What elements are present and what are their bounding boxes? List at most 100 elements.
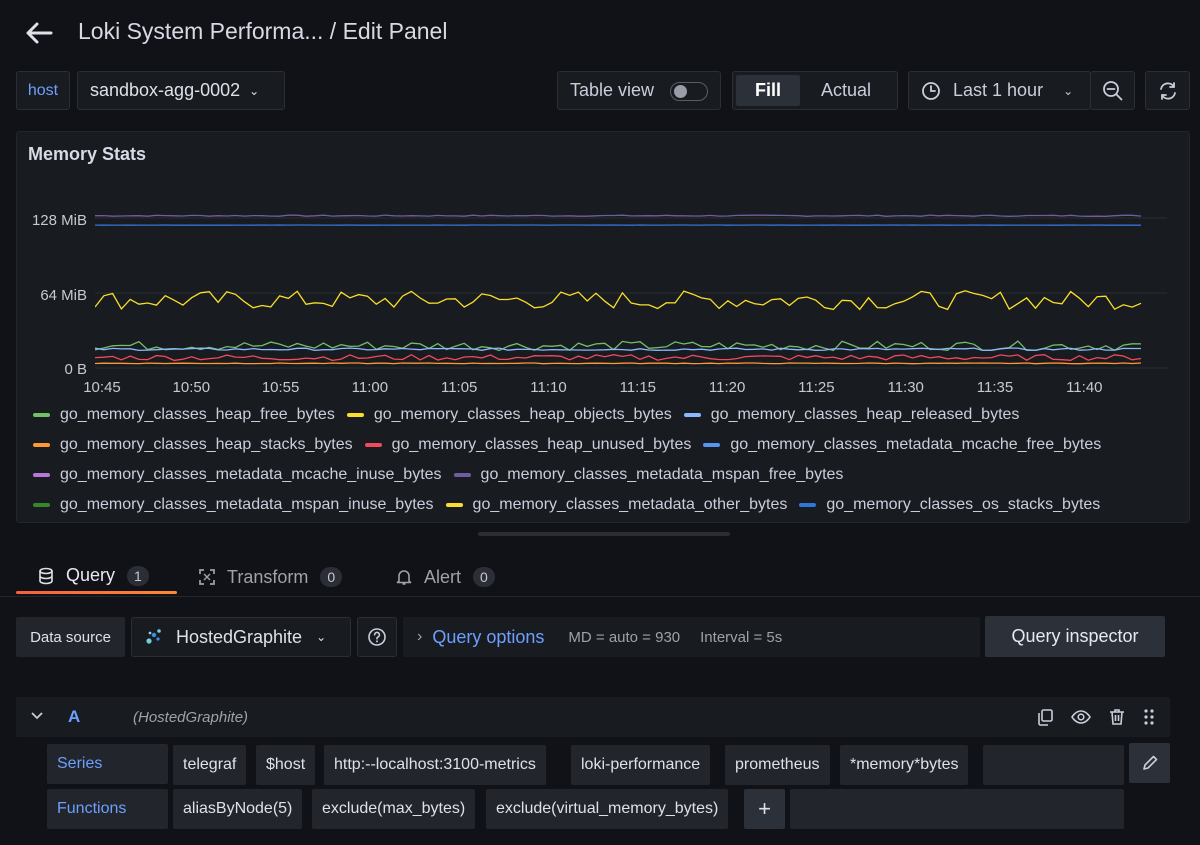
series-segment-add[interactable] bbox=[983, 745, 1124, 785]
host-variable-label: host bbox=[16, 71, 70, 110]
fill-actual-radio-group: Fill Actual bbox=[732, 71, 898, 110]
add-function-button[interactable]: + bbox=[744, 789, 785, 829]
legend-item[interactable]: go_memory_classes_os_stacks_bytes bbox=[799, 496, 1100, 514]
y-tick-label: 0 B bbox=[64, 361, 87, 378]
tab-transform-label: Transform bbox=[227, 566, 309, 587]
query-row-datasource: (HostedGraphite) bbox=[133, 709, 249, 726]
series-segment[interactable]: $host bbox=[256, 745, 316, 785]
function-segment[interactable]: exclude(virtual_memory_bytes) bbox=[486, 789, 729, 829]
data-source-select[interactable]: HostedGraphite ⌄ bbox=[131, 617, 351, 657]
series-segment[interactable]: *memory*bytes bbox=[840, 745, 969, 785]
legend-item[interactable]: go_memory_classes_heap_objects_bytes bbox=[346, 406, 672, 424]
legend-row: go_memory_classes_metadata_mspan_inuse_b… bbox=[33, 496, 1112, 514]
series-line bbox=[95, 347, 1141, 352]
pane-resize-handle[interactable] bbox=[478, 532, 730, 536]
table-view-toggle[interactable]: Table view bbox=[557, 71, 721, 110]
refresh-icon bbox=[1159, 81, 1176, 100]
copy-icon bbox=[1038, 709, 1053, 726]
chevron-down-icon: ⌄ bbox=[1063, 83, 1074, 98]
x-tick-label: 11:30 bbox=[887, 379, 924, 396]
panel-preview: Memory Stats 128 MiB 64 MiB 0 B 10:45 10:… bbox=[16, 131, 1190, 523]
x-tick-label: 11:20 bbox=[708, 379, 746, 396]
series-line bbox=[95, 340, 1142, 352]
dashboard-title[interactable]: Loki System Performa... bbox=[78, 18, 324, 44]
series-segment[interactable]: prometheus bbox=[725, 745, 830, 785]
x-tick-label: 10:45 bbox=[83, 379, 121, 396]
active-tab-indicator bbox=[16, 591, 177, 594]
clock-icon bbox=[922, 81, 940, 100]
data-source-label: Data source bbox=[16, 617, 125, 657]
legend-item[interactable]: go_memory_classes_metadata_other_bytes bbox=[445, 496, 787, 514]
pencil-icon bbox=[1142, 755, 1157, 770]
interval-text: Interval = 5s bbox=[700, 628, 783, 646]
back-button[interactable] bbox=[22, 16, 56, 50]
actual-button[interactable]: Actual bbox=[820, 80, 872, 100]
query-options-bar[interactable]: › Query options MD = auto = 930 Interval… bbox=[403, 617, 980, 657]
series-line bbox=[95, 362, 1142, 365]
tab-alert-label: Alert bbox=[424, 566, 462, 587]
page-title: Loki System Performa... / Edit Panel bbox=[78, 18, 447, 45]
legend-item[interactable]: go_memory_classes_metadata_mcache_inuse_… bbox=[33, 466, 442, 484]
collapse-chevron-icon[interactable] bbox=[30, 708, 44, 727]
tab-transform[interactable]: Transform 0 bbox=[198, 560, 343, 594]
memory-stats-chart[interactable] bbox=[95, 202, 1169, 374]
edit-query-text-button[interactable] bbox=[1129, 743, 1170, 783]
legend-item[interactable]: go_memory_classes_metadata_mcache_free_b… bbox=[703, 436, 1101, 454]
query-options-label[interactable]: Query options bbox=[432, 626, 545, 647]
max-data-points-text: MD = auto = 930 bbox=[568, 628, 681, 646]
y-tick-label: 64 MiB bbox=[40, 287, 87, 304]
fill-button[interactable]: Fill bbox=[736, 75, 800, 106]
host-variable-value: sandbox-agg-0002 bbox=[90, 80, 241, 100]
data-source-help-button[interactable] bbox=[357, 617, 397, 657]
series-segment[interactable]: telegraf bbox=[173, 745, 247, 785]
panel-title[interactable]: Memory Stats bbox=[28, 144, 147, 164]
tab-transform-count: 0 bbox=[320, 567, 343, 587]
legend-item[interactable]: go_memory_classes_heap_released_bytes bbox=[683, 406, 1019, 424]
series-label: Series bbox=[47, 744, 168, 784]
toggle-switch[interactable] bbox=[670, 82, 708, 101]
legend-item[interactable]: go_memory_classes_heap_stacks_bytes bbox=[33, 436, 353, 454]
arrow-left-icon bbox=[26, 22, 53, 44]
chevron-right-icon: › bbox=[417, 628, 423, 645]
legend-item[interactable]: go_memory_classes_heap_free_bytes bbox=[33, 406, 335, 424]
x-tick-label: 10:55 bbox=[261, 379, 300, 396]
legend-item[interactable]: go_memory_classes_heap_unused_bytes bbox=[364, 436, 691, 454]
query-inspector-button[interactable]: Query inspector bbox=[985, 616, 1165, 657]
database-icon bbox=[39, 567, 53, 584]
legend-item[interactable]: go_memory_classes_metadata_mspan_free_by… bbox=[453, 466, 843, 484]
series-line bbox=[95, 214, 1142, 217]
legend-item[interactable]: go_memory_classes_metadata_mspan_inuse_b… bbox=[33, 496, 434, 514]
chevron-down-icon: ⌄ bbox=[316, 630, 327, 644]
refresh-button[interactable] bbox=[1145, 71, 1190, 110]
tab-query-count: 1 bbox=[127, 565, 149, 586]
series-segment[interactable]: http:--localhost:3100-metrics bbox=[324, 745, 546, 785]
time-range-picker[interactable]: Last 1 hour ⌄ bbox=[908, 71, 1091, 110]
function-segment[interactable]: exclude(max_bytes) bbox=[312, 789, 476, 829]
zoom-out-button[interactable] bbox=[1090, 71, 1135, 110]
function-segment[interactable]: aliasByNode(5) bbox=[173, 789, 303, 829]
x-tick-label: 11:35 bbox=[976, 379, 1014, 396]
series-line bbox=[95, 353, 1142, 362]
tab-query[interactable]: Query 1 bbox=[16, 560, 177, 594]
drag-handle[interactable] bbox=[1138, 706, 1160, 728]
table-view-label: Table view bbox=[570, 80, 655, 100]
drag-dots-icon bbox=[1144, 709, 1154, 725]
x-tick-label: 11:40 bbox=[1066, 379, 1103, 396]
tab-alert[interactable]: Alert 0 bbox=[396, 560, 495, 594]
x-tick-label: 11:15 bbox=[619, 379, 657, 396]
eye-icon bbox=[1071, 710, 1091, 724]
toggle-visibility-button[interactable] bbox=[1070, 706, 1092, 728]
tab-query-label: Query bbox=[66, 565, 116, 585]
trash-icon bbox=[1110, 709, 1124, 725]
duplicate-query-button[interactable] bbox=[1034, 706, 1056, 728]
functions-label: Functions bbox=[47, 789, 168, 829]
time-range-label: Last 1 hour bbox=[953, 80, 1044, 100]
bell-icon bbox=[396, 570, 412, 585]
host-variable-select[interactable]: sandbox-agg-0002 ⌄ bbox=[77, 71, 285, 110]
query-row-letter[interactable]: A bbox=[68, 707, 81, 726]
question-circle-icon bbox=[368, 628, 386, 646]
delete-query-button[interactable] bbox=[1106, 706, 1128, 728]
x-tick-label: 11:05 bbox=[440, 379, 478, 396]
x-tick-label: 11:10 bbox=[530, 379, 567, 396]
series-segment[interactable]: loki-performance bbox=[571, 745, 711, 785]
